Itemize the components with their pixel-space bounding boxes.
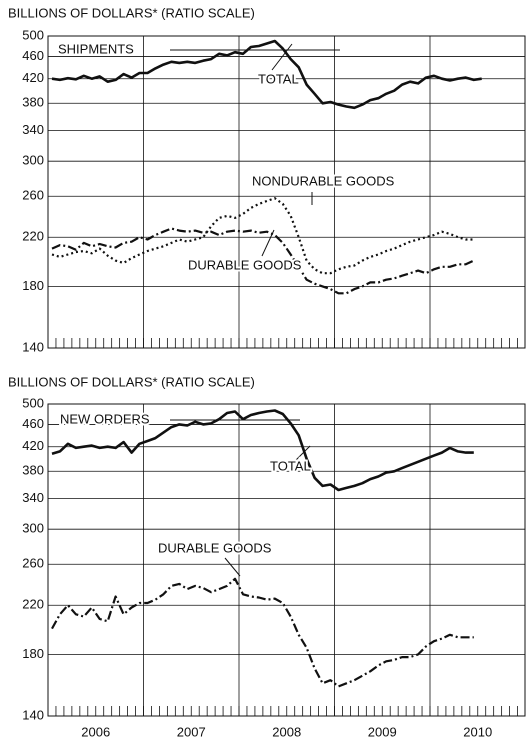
y-tick-label: 300 — [22, 521, 44, 536]
y-tick-label: 340 — [22, 490, 44, 505]
y-tick-label: 180 — [22, 646, 44, 661]
x-tick-label: 2009 — [368, 724, 397, 739]
series-label: DURABLE GOODS — [158, 540, 272, 555]
y-tick-label: 140 — [22, 707, 44, 722]
y-tick-label: 260 — [22, 188, 44, 203]
leader — [224, 557, 241, 577]
y-tick-label: 220 — [22, 229, 44, 244]
axis-label: BILLIONS OF DOLLARS* (RATIO SCALE) — [8, 374, 255, 389]
x-tick-label: 2006 — [81, 724, 110, 739]
panel-title: NEW ORDERS — [60, 411, 150, 426]
y-tick-label: 500 — [22, 27, 44, 42]
axis-label: BILLIONS OF DOLLARS* (RATIO SCALE) — [8, 5, 255, 20]
series-label: NONDURABLE GOODS — [252, 173, 395, 188]
leader — [289, 445, 311, 467]
series-line — [51, 39, 482, 110]
y-tick-label: 140 — [22, 339, 44, 354]
y-tick-label: 180 — [22, 278, 44, 293]
x-tick-label: 2010 — [463, 724, 492, 739]
series-label: DURABLE GOODS — [188, 257, 302, 272]
y-tick-label: 460 — [22, 48, 44, 63]
y-tick-label: 420 — [22, 70, 44, 85]
leaders — [170, 43, 340, 577]
y-tick-label: 260 — [22, 556, 44, 571]
y-tick-label: 380 — [22, 95, 44, 110]
panel-title: SHIPMENTS — [58, 41, 134, 56]
x-tick-label: 2008 — [272, 724, 301, 739]
y-tick-label: 460 — [22, 416, 44, 431]
series-label: TOTAL — [270, 458, 311, 473]
y-tick-label: 340 — [22, 122, 44, 137]
series-label: TOTAL — [258, 71, 299, 86]
series-line — [51, 577, 474, 688]
series-line — [51, 409, 474, 492]
y-tick-label: 220 — [22, 597, 44, 612]
series-line — [51, 227, 475, 295]
y-tick-label: 500 — [22, 395, 44, 410]
x-tick-label: 2007 — [177, 724, 206, 739]
y-tick-label: 380 — [22, 463, 44, 478]
y-tick-label: 420 — [22, 438, 44, 453]
y-tick-label: 300 — [22, 153, 44, 168]
leader — [271, 43, 293, 71]
